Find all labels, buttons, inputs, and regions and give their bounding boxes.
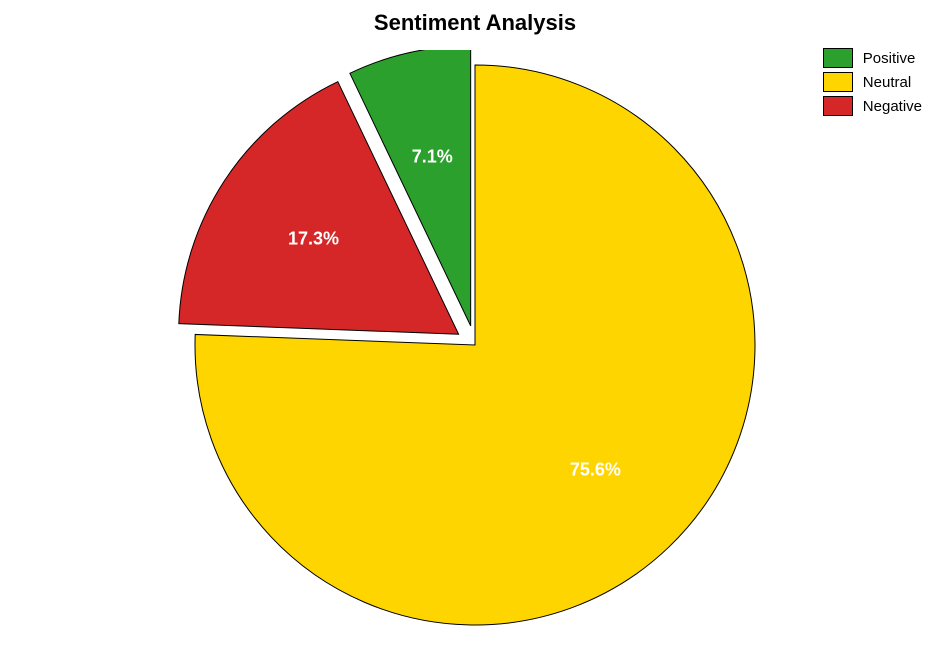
pie-chart	[0, 50, 950, 650]
legend-swatch-negative	[823, 96, 853, 116]
legend-item-negative: Negative	[823, 96, 922, 116]
legend-item-positive: Positive	[823, 48, 922, 68]
chart-title: Sentiment Analysis	[0, 10, 950, 36]
legend-item-neutral: Neutral	[823, 72, 922, 92]
legend-label-negative: Negative	[863, 98, 922, 115]
chart-container: Sentiment Analysis 75.6% 17.3% 7.1% Positi…	[0, 0, 950, 662]
legend-label-neutral: Neutral	[863, 74, 911, 91]
slice-pct-negative: 17.3%	[288, 228, 339, 249]
legend: Positive Neutral Negative	[823, 48, 922, 120]
slice-pct-positive: 7.1%	[412, 146, 453, 167]
legend-label-positive: Positive	[863, 50, 916, 67]
slice-pct-neutral: 75.6%	[570, 460, 621, 481]
legend-swatch-neutral	[823, 72, 853, 92]
legend-swatch-positive	[823, 48, 853, 68]
